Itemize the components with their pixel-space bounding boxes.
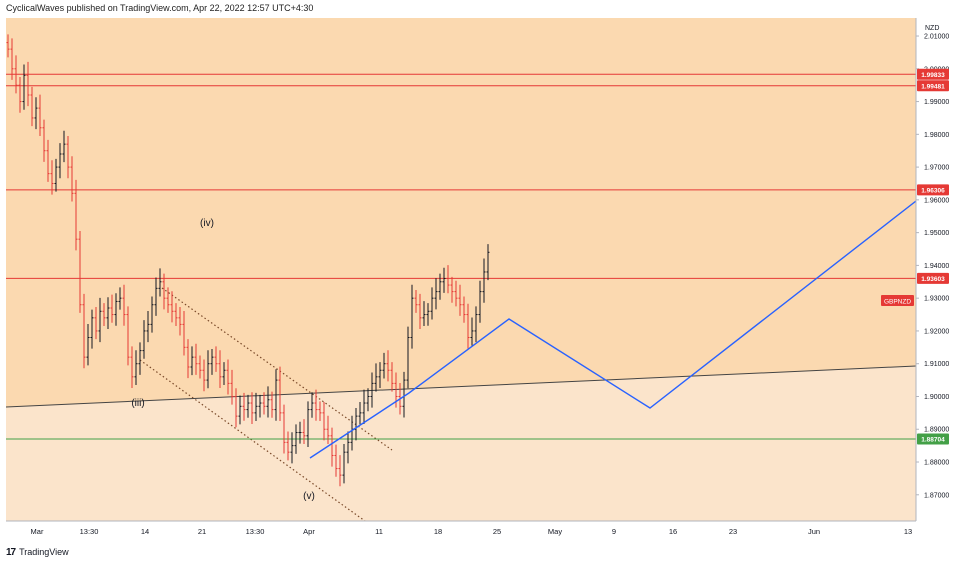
level-badge [917,433,949,445]
x-tick-label: 13 [904,527,912,536]
level-price-labels: 1.99833 1.99481 1.96306 1.93603 1.88704 [917,68,949,445]
x-tick-label: 25 [493,527,501,536]
x-tick-label: 18 [434,527,442,536]
upper-zone [6,18,916,407]
y-tick-label: 1.91000 [924,361,949,368]
channel-upper [161,287,393,451]
y-tick-label: 1.92000 [924,328,949,335]
horizontal-levels [6,73,916,440]
currency-label: NZD [925,25,939,32]
x-tick-label: Mar [31,527,44,536]
y-tick-label: 1.97000 [924,165,949,172]
y-tick-label: 1.90000 [924,394,949,401]
candles [6,34,490,487]
x-tick-label: 11 [375,527,383,536]
wave-label: (v) [303,491,315,502]
y-tick-label: 1.93000 [924,296,949,303]
y-tick-label: 1.94000 [924,263,949,270]
level-price-label: 1.96306 [921,187,945,194]
y-tick-label: 1.96000 [924,197,949,204]
y-tick-label: 1.95000 [924,230,949,237]
x-tick-label: 14 [141,527,149,536]
trendline [6,365,916,408]
level-badge [917,80,949,92]
y-tick-label: 2.01000 [924,34,949,41]
x-tick-label: 13:30 [246,527,265,536]
x-tick-label: Apr [303,527,315,536]
symbol-badge-label: GBPNZD [884,299,911,306]
level-badge [917,68,949,80]
x-tick-label: May [548,527,562,536]
level-badge [917,272,949,284]
y-tick-label: 1.87000 [924,492,949,499]
symbol-badge: GBPNZD [881,295,914,306]
projection-path [309,200,916,459]
y-tick-label: 1.88000 [924,460,949,467]
level-badge [917,184,949,196]
brand-name: TradingView [19,547,69,557]
x-tick-label: 23 [729,527,737,536]
y-tick-label: 1.89000 [924,427,949,434]
level-price-label: 1.99481 [921,83,945,90]
level-price-label: 1.88704 [921,436,945,443]
publisher-header: CyclicalWaves published on TradingView.c… [6,3,314,13]
x-tick-label: 16 [669,527,677,536]
x-tick-label: Jun [808,527,820,536]
wave-label: (iii) [131,398,144,409]
dotted-channel [139,287,393,521]
x-tick-label: 13:30 [80,527,99,536]
x-tick-label: 9 [612,527,616,536]
wave-label: (iv) [200,218,214,229]
y-tick-label: 1.98000 [924,132,949,139]
wave-labels: (iv) (iii) (v) [131,218,315,502]
level-price-label: 1.93603 [921,276,945,283]
tradingview-logo-icon: 17 [6,546,16,558]
y-tick-label: 1.99000 [924,99,949,106]
footer: 17 TradingView [6,545,69,559]
level-price-label: 1.99833 [921,72,945,79]
x-axis[interactable]: Mar 13:30 14 21 13:30 Apr 11 18 25 May 9 16 23 Jun 13 [31,527,913,536]
x-tick-label: 21 [198,527,206,536]
y-axis[interactable]: 2.010002.000001.990001.980001.970001.960… [916,34,949,500]
